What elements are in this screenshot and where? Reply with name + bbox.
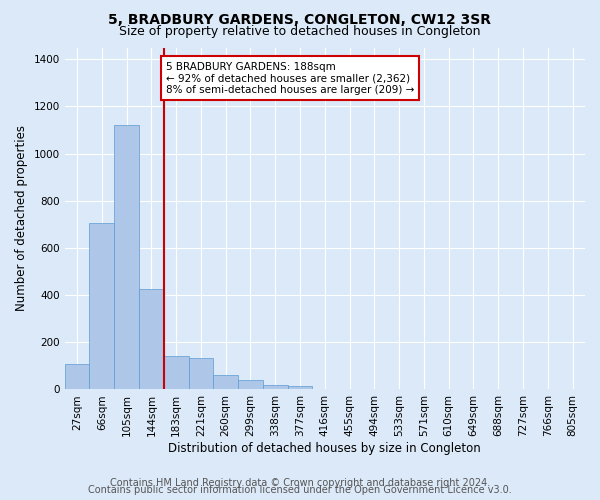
- Bar: [89, 223, 114, 390]
- Bar: [214, 376, 238, 390]
- Text: Size of property relative to detached houses in Congleton: Size of property relative to detached ho…: [119, 25, 481, 38]
- Bar: [164, 356, 188, 390]
- Bar: [238, 380, 263, 390]
- Bar: [263, 384, 287, 390]
- Bar: [65, 364, 89, 390]
- Text: Contains public sector information licensed under the Open Government Licence v3: Contains public sector information licen…: [88, 485, 512, 495]
- X-axis label: Distribution of detached houses by size in Congleton: Distribution of detached houses by size …: [169, 442, 481, 455]
- Bar: [287, 386, 313, 390]
- Bar: [114, 126, 139, 390]
- Bar: [188, 358, 214, 390]
- Bar: [139, 289, 164, 390]
- Text: Contains HM Land Registry data © Crown copyright and database right 2024.: Contains HM Land Registry data © Crown c…: [110, 478, 490, 488]
- Text: 5, BRADBURY GARDENS, CONGLETON, CW12 3SR: 5, BRADBURY GARDENS, CONGLETON, CW12 3SR: [109, 12, 491, 26]
- Y-axis label: Number of detached properties: Number of detached properties: [15, 126, 28, 312]
- Text: 5 BRADBURY GARDENS: 188sqm
← 92% of detached houses are smaller (2,362)
8% of se: 5 BRADBURY GARDENS: 188sqm ← 92% of deta…: [166, 62, 414, 95]
